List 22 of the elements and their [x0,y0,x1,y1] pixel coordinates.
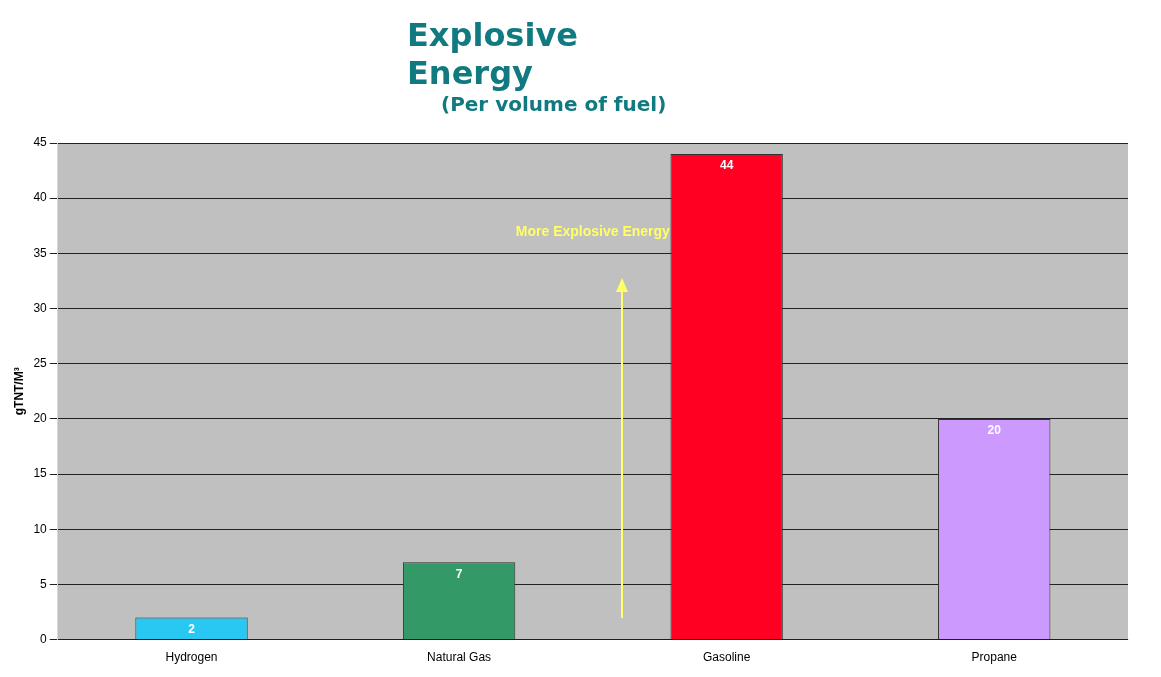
chart-subtitle: (Per volume of fuel) [440,92,668,116]
x-tick-label: Gasoline [702,650,751,665]
y-tick-label: 5 [40,576,48,591]
y-tick-label: 10 [33,521,48,536]
y-tick-label: 40 [33,190,48,205]
y-tick-label: 15 [33,466,48,481]
data-label: 7 [455,566,463,581]
y-axis-title: gTNT/M³ [11,367,26,416]
y-tick-label: 35 [33,245,48,260]
x-tick-label: Hydrogen [165,650,218,665]
x-tick-label: Propane [971,650,1018,665]
y-tick-label: 0 [40,631,48,646]
y-tick-label: 45 [33,135,48,150]
data-label: 44 [719,158,734,173]
data-label: 20 [987,423,1002,438]
y-tick-label: 20 [33,411,48,426]
y-tick-label: 30 [33,300,48,315]
x-tick-label: Natural Gas [427,650,492,665]
y-tick-label: 25 [33,356,48,371]
chart-title: Explosive Energy [406,15,579,92]
annotation: More Explosive Energy [515,223,671,240]
data-label: 2 [188,621,196,636]
